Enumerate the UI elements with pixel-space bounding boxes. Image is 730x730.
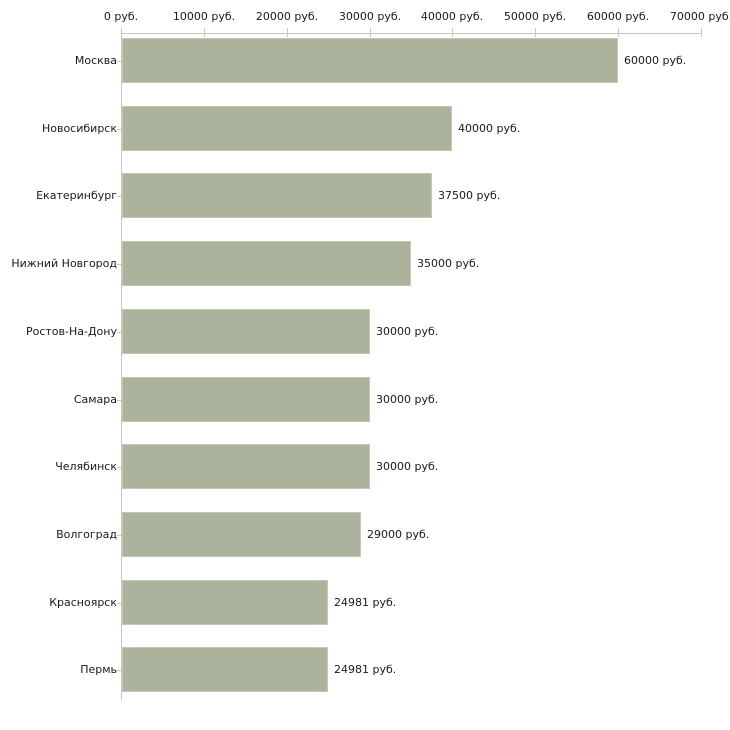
x-axis-tick [121,28,122,37]
bar [122,173,432,218]
category-tick [117,670,121,671]
value-label: 37500 руб. [438,189,501,202]
category-tick [117,129,121,130]
category-label: Екатеринбург [36,189,117,202]
x-axis-tick-label: 30000 руб. [338,10,402,23]
category-label: Красноярск [49,596,117,609]
x-axis-tick [370,28,371,37]
category-tick [117,196,121,197]
category-label: Пермь [80,663,117,676]
category-label: Челябинск [55,460,117,473]
bar [122,580,328,625]
bar [122,444,370,489]
value-label: 24981 руб. [334,663,397,676]
category-label: Новосибирск [41,122,117,135]
category-tick [117,400,121,401]
bar [122,377,370,422]
x-axis-tick [204,28,205,37]
value-label: 35000 руб. [417,257,480,270]
x-axis-tick-label: 0 руб. [103,10,139,23]
x-axis-tick [535,28,536,37]
category-label: Ростов-На-Дону [25,325,117,338]
value-label: 40000 руб. [458,122,521,135]
x-axis-tick [618,28,619,37]
x-axis-tick-label: 60000 руб. [586,10,650,23]
category-label: Волгоград [56,528,117,541]
value-label: 29000 руб. [367,528,430,541]
category-label: Нижний Новгород [11,257,117,270]
x-axis-line [121,33,702,34]
category-tick [117,264,121,265]
bar [122,241,411,286]
x-axis-tick [701,28,702,37]
value-label: 60000 руб. [624,54,687,67]
bar [122,38,618,83]
x-axis-tick-label: 40000 руб. [420,10,484,23]
bar [122,647,328,692]
y-axis-line [121,33,122,700]
category-tick [117,467,121,468]
category-tick [117,61,121,62]
value-label: 30000 руб. [376,393,439,406]
x-axis-tick-label: 70000 руб. [669,10,730,23]
category-label: Самара [73,393,117,406]
bar [122,309,370,354]
category-tick [117,535,121,536]
category-tick [117,332,121,333]
x-axis-tick [287,28,288,37]
x-axis-tick-label: 10000 руб. [172,10,236,23]
x-axis-tick-label: 20000 руб. [255,10,319,23]
x-axis-tick-label: 50000 руб. [503,10,567,23]
category-tick [117,603,121,604]
bar [122,106,452,151]
value-label: 24981 руб. [334,596,397,609]
value-label: 30000 руб. [376,325,439,338]
category-label: Москва [74,54,117,67]
value-label: 30000 руб. [376,460,439,473]
x-axis-tick [452,28,453,37]
bar [122,512,361,557]
